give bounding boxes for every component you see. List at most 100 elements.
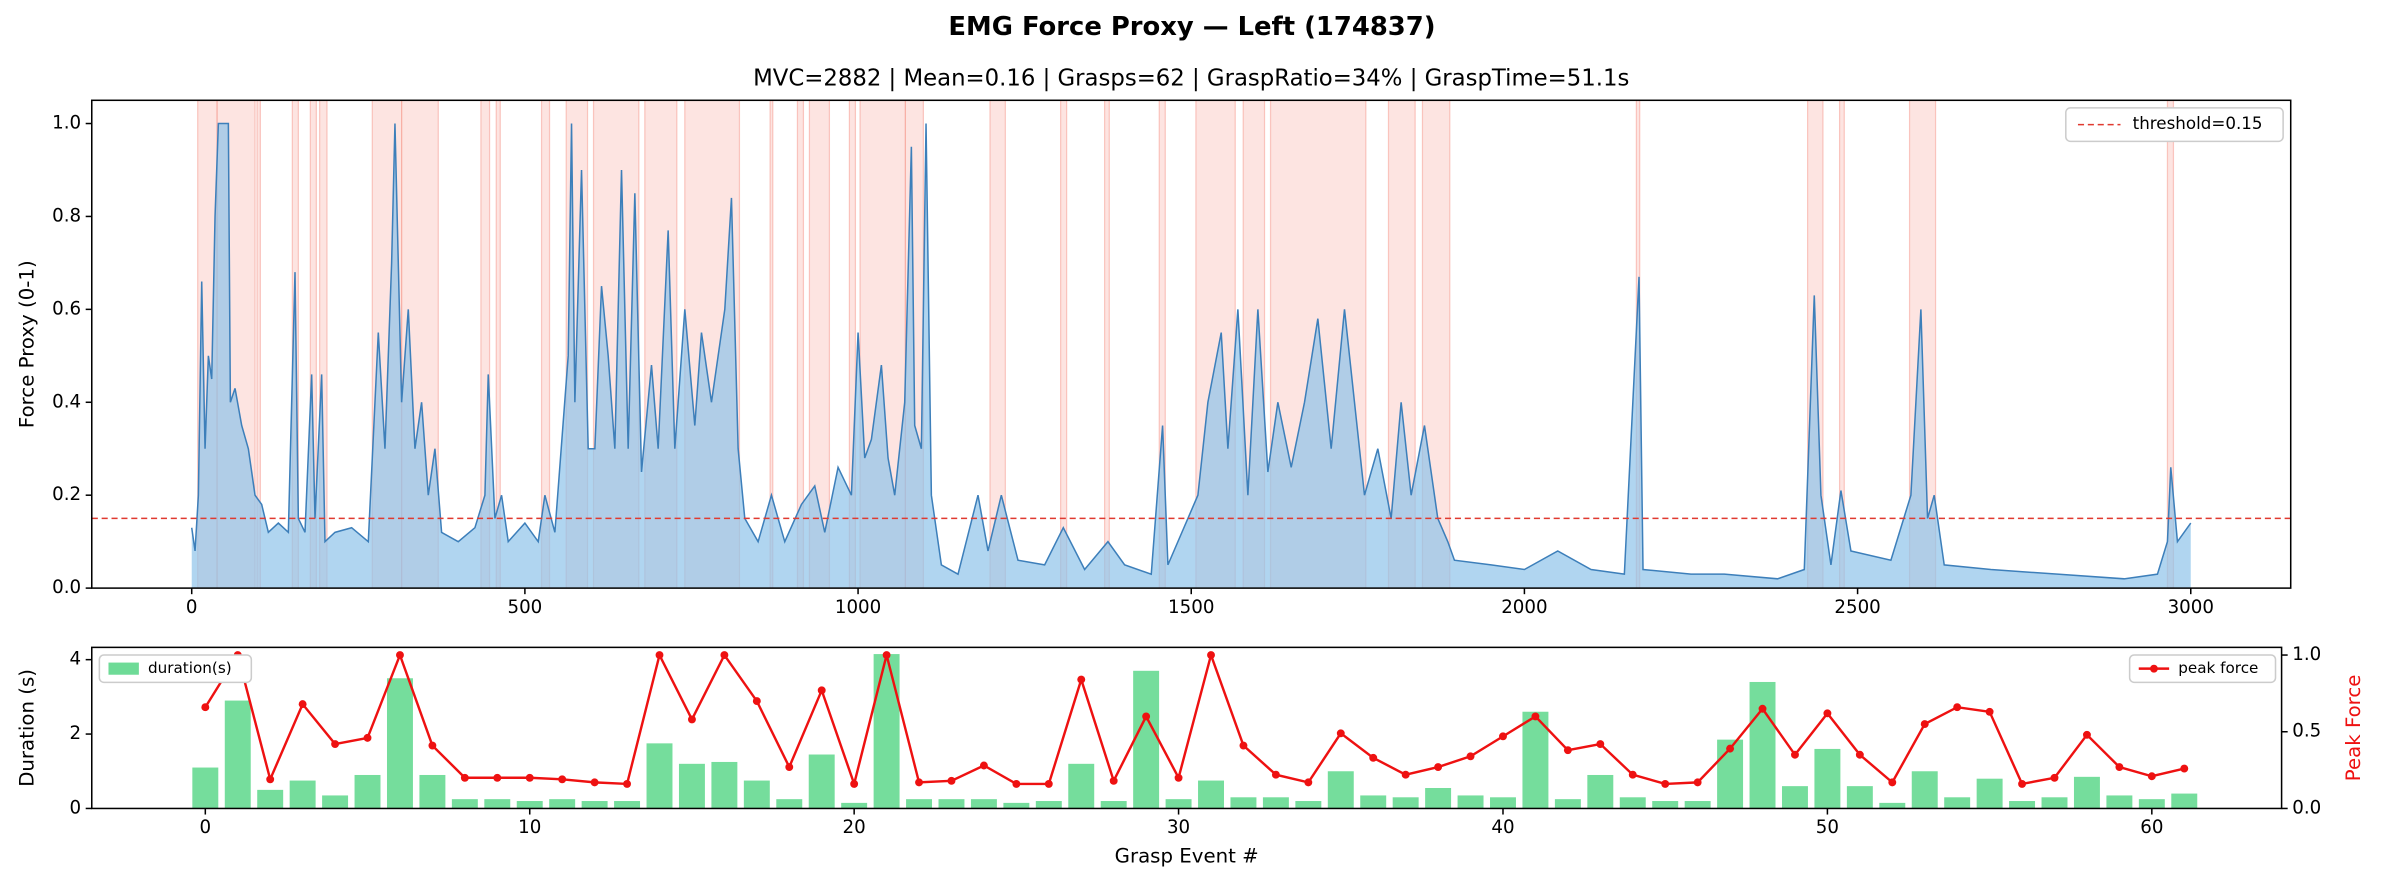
axes-frame <box>91 646 2283 810</box>
peak-marker <box>655 651 664 659</box>
bar <box>1165 799 1192 809</box>
signal-line <box>190 122 2192 580</box>
peak-marker <box>2082 730 2091 739</box>
bar <box>1425 787 1452 809</box>
peak-marker <box>1531 712 1540 721</box>
peak-marker <box>1304 778 1313 787</box>
bar <box>711 761 738 809</box>
figure-title: EMG Force Proxy — Left (174837) <box>948 12 1435 42</box>
peak-marker <box>1401 770 1410 779</box>
bar <box>1327 771 1354 809</box>
peak-marker <box>1791 750 1799 759</box>
bar <box>484 799 511 809</box>
bar <box>1392 797 1419 809</box>
bar <box>1068 763 1095 809</box>
peak-marker <box>1012 779 1021 788</box>
bar <box>386 678 413 809</box>
y-axis-label: Duration (s) <box>15 669 38 787</box>
peak-marker <box>1823 709 1832 718</box>
peak-marker <box>850 779 859 788</box>
x-tick-label: 2000 <box>1501 597 1547 618</box>
peak-marker <box>460 773 469 782</box>
y2-tick-label: 0.5 <box>2292 721 2321 742</box>
grasp-span <box>1158 100 1166 589</box>
bar <box>1684 801 1711 809</box>
peak-marker <box>1142 712 1151 721</box>
bar <box>970 799 997 809</box>
peak-marker <box>1985 707 1994 716</box>
bar <box>1976 778 2003 809</box>
x-tick-label: 1500 <box>1168 597 1214 618</box>
peak-marker <box>1953 703 1962 712</box>
bar <box>1100 801 1127 809</box>
peak-marker <box>947 776 956 785</box>
y-tick-label: 4 <box>70 649 82 670</box>
bar <box>1490 797 1516 809</box>
peak-marker <box>1628 770 1637 779</box>
legend-swatch-marker <box>2149 664 2158 673</box>
bar <box>1295 801 1322 809</box>
x-tick-label: 1000 <box>835 597 881 618</box>
x-tick-label: 0 <box>200 817 212 838</box>
peak-marker <box>1174 773 1183 782</box>
x-tick-label: 50 <box>1816 817 1839 838</box>
peak-marker <box>1596 740 1605 748</box>
bar <box>1198 780 1224 809</box>
bar <box>743 780 770 809</box>
bar <box>614 801 641 809</box>
peak-marker <box>266 775 275 784</box>
bar <box>322 795 349 809</box>
peak-marker <box>1434 763 1443 771</box>
legend-label: threshold=0.15 <box>2133 113 2263 133</box>
bar <box>776 799 803 809</box>
bar <box>1457 795 1484 809</box>
y2-tick-label: 1.0 <box>2292 644 2321 665</box>
peak-marker <box>1044 779 1053 788</box>
grasp-span <box>256 100 261 589</box>
peak-marker <box>2115 763 2124 771</box>
peak-marker <box>1369 753 1378 762</box>
bar <box>451 799 478 809</box>
grasp-span <box>769 100 774 589</box>
y-tick-label: 1.0 <box>52 113 81 134</box>
bar <box>2106 795 2133 809</box>
peak-marker <box>428 741 437 750</box>
x-tick-label: 3000 <box>2168 597 2214 618</box>
x-tick-label: 40 <box>1491 817 1514 838</box>
bar <box>549 799 576 809</box>
grasp-span <box>540 100 551 589</box>
y-tick-label: 0.2 <box>52 484 81 505</box>
peak-marker <box>1693 778 1702 787</box>
peak-marker <box>590 778 599 787</box>
grasp-span <box>848 100 857 589</box>
grasp-span <box>480 100 491 589</box>
bar <box>1133 670 1160 809</box>
bar <box>2073 776 2100 809</box>
grasp-span <box>1104 100 1110 589</box>
legend-label: peak force <box>2178 659 2258 677</box>
bar <box>938 799 965 809</box>
bar <box>1262 797 1289 809</box>
peak-marker <box>752 697 761 706</box>
x-tick-label: 500 <box>508 597 543 618</box>
y-axis-label: Force Proxy (0-1) <box>15 260 38 428</box>
y2-tick-label: 0.0 <box>2292 797 2321 818</box>
bar <box>1587 774 1614 809</box>
peak-marker <box>2018 779 2027 788</box>
peak-marker <box>2180 764 2189 773</box>
peak-marker <box>1563 746 1572 755</box>
bar <box>1814 748 1841 809</box>
grasp-span <box>309 100 317 589</box>
legend-box <box>2128 654 2277 684</box>
bar <box>1230 797 1257 809</box>
peak-marker <box>817 686 826 695</box>
bar <box>1846 786 1873 809</box>
grasp-span <box>319 100 328 589</box>
bar <box>581 801 608 809</box>
x-tick-label: 0 <box>186 597 198 618</box>
peak-marker <box>1336 729 1345 738</box>
bar <box>1360 795 1387 809</box>
y-tick-label: 0.4 <box>52 391 81 412</box>
peak-marker <box>915 778 923 787</box>
